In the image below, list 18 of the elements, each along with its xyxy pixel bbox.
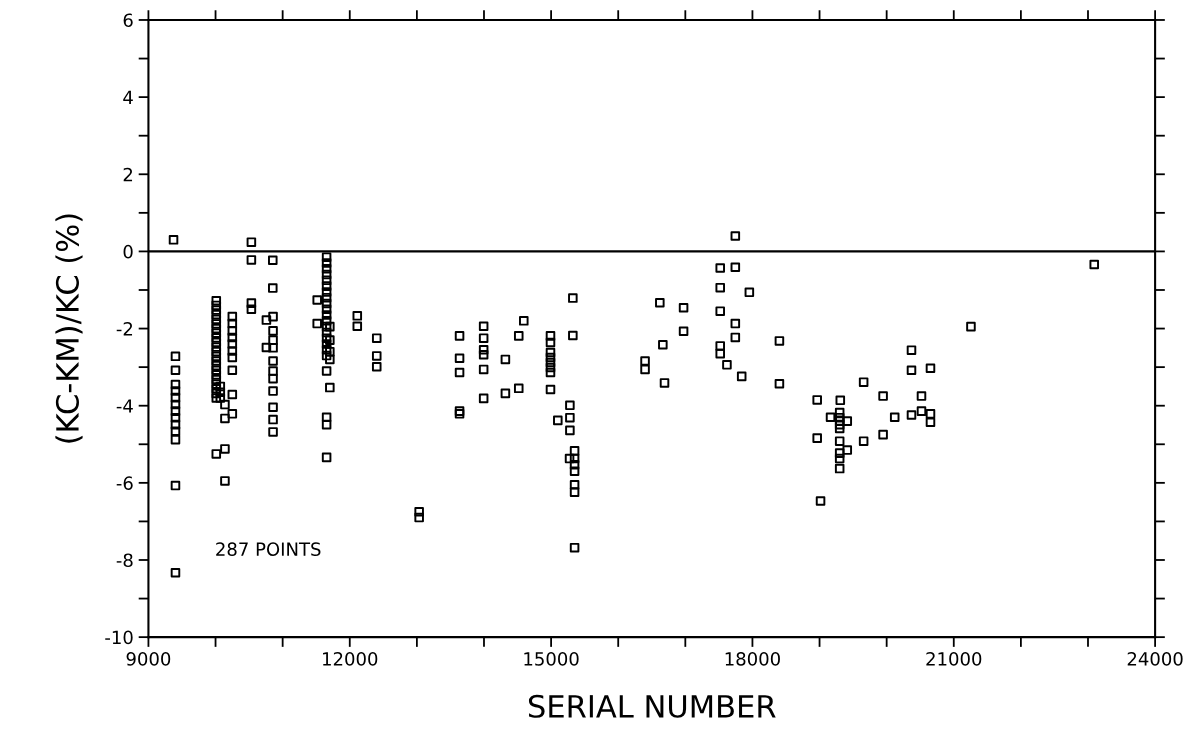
x-tick-label: 18000	[725, 652, 780, 666]
x-tick-label: 15000	[524, 652, 579, 666]
y-tick-label: 6	[123, 13, 133, 28]
y-tick-label: -10	[105, 630, 133, 645]
y-tick-label: 0	[123, 244, 133, 259]
x-tick-label: 24000	[1127, 652, 1183, 666]
y-tick-label: -6	[116, 476, 133, 490]
y-tick-label: -8	[116, 553, 133, 568]
x-tick-label: 9000	[126, 652, 171, 666]
y-tick-label: 4	[123, 90, 133, 104]
y-tick-label: -4	[116, 399, 133, 413]
y-tick-label: 2	[123, 167, 133, 182]
annotation: 287 POINTS	[216, 542, 321, 556]
x-axis-title: SERIAL NUMBER	[528, 694, 776, 718]
y-tick-label: -2	[116, 322, 133, 336]
x-tick-label: 12000	[323, 652, 378, 666]
y-axis-title: (KC-KM)/KC (%)	[55, 214, 83, 443]
x-tick-label: 21000	[926, 652, 982, 666]
